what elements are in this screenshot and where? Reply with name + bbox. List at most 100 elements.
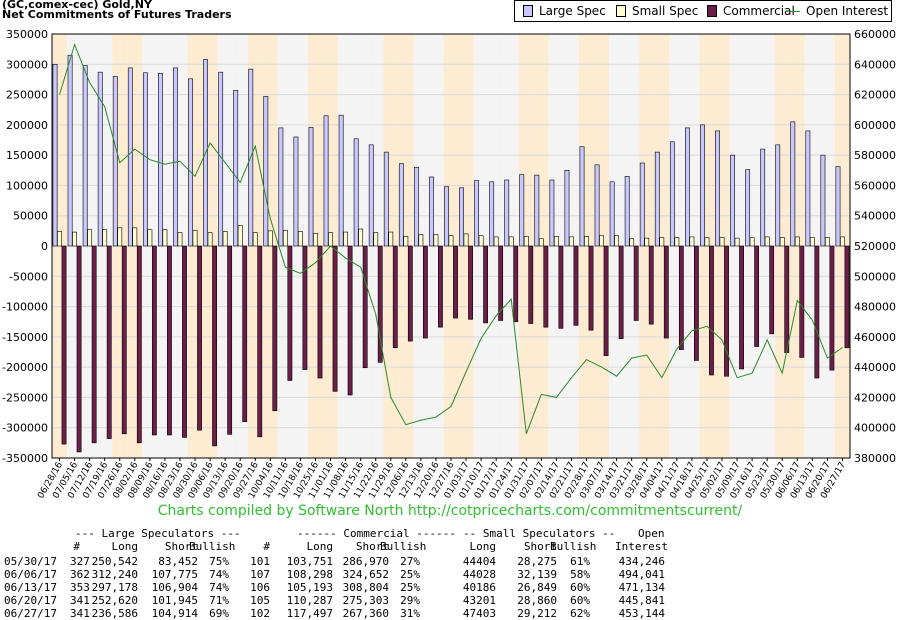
bar-small-spec xyxy=(162,229,168,247)
bar-large-spec xyxy=(278,127,284,247)
bar-large-spec xyxy=(383,151,389,247)
bar-small-spec xyxy=(749,237,755,247)
bar-large-spec xyxy=(700,124,705,247)
bar-commercial xyxy=(633,245,639,321)
bar-large-spec xyxy=(413,166,419,247)
bar-large-spec xyxy=(52,63,58,247)
y-tick-label: -300000 xyxy=(2,422,48,435)
bar-commercial xyxy=(302,245,308,370)
table-cell: 471,134 xyxy=(618,581,665,594)
table-cell: 61% xyxy=(570,555,590,568)
table-cell: 252,620 xyxy=(91,594,138,607)
bar-small-spec xyxy=(779,237,785,247)
y2-tick-label: 600000 xyxy=(854,119,896,132)
legend-item-open-interest: Open Interest xyxy=(790,4,888,18)
bar-commercial xyxy=(558,245,564,329)
table-cell: 267,360 xyxy=(342,607,389,620)
legend-item-small-spec: Small Spec xyxy=(616,4,698,18)
bar-large-spec xyxy=(685,127,690,247)
table-column-header: # xyxy=(263,540,270,553)
bar-small-spec xyxy=(373,232,379,247)
bar-commercial xyxy=(543,245,549,328)
legend-label-large-spec: Large Spec xyxy=(539,4,606,18)
legend-item-commercial: Commercial xyxy=(707,4,795,18)
bar-large-spec xyxy=(308,126,314,247)
table-cell: 44404 xyxy=(462,555,496,568)
table-cell: 445,841 xyxy=(618,594,665,607)
y2-tick-label: 440000 xyxy=(854,361,896,374)
bar-small-spec xyxy=(719,237,725,247)
bar-small-spec xyxy=(177,232,183,247)
bar-small-spec xyxy=(388,231,394,247)
bar-small-spec xyxy=(147,229,153,247)
bar-small-spec xyxy=(508,236,514,247)
bar-large-spec xyxy=(639,162,645,247)
bar-commercial xyxy=(663,245,669,339)
bar-commercial xyxy=(573,245,579,326)
y-tick-label: 350000 xyxy=(6,28,48,41)
y2-tick-label: 380000 xyxy=(854,452,896,465)
table-cell: 106 xyxy=(250,581,270,594)
bar-commercial xyxy=(136,245,142,444)
bar-commercial xyxy=(754,245,760,347)
bar-large-spec xyxy=(353,138,359,247)
bar-small-spec xyxy=(478,235,484,247)
y-tick-label: 100000 xyxy=(6,179,48,192)
table-cell: 06/06/17 xyxy=(4,568,57,581)
bar-commercial xyxy=(799,245,805,358)
table-cell: 324,652 xyxy=(342,568,389,581)
bar-large-spec xyxy=(398,163,404,247)
table-cell: 28,275 xyxy=(517,555,557,568)
table-cell: 236,586 xyxy=(91,607,138,620)
table-group-header-row: --- Large Speculators --- ------ Commerci… xyxy=(0,527,900,540)
bar-commercial xyxy=(91,245,97,444)
bar-commercial xyxy=(76,245,82,453)
bar-commercial xyxy=(407,245,413,342)
bar-small-spec xyxy=(584,236,589,247)
bar-large-spec xyxy=(489,181,495,247)
bar-large-spec xyxy=(173,67,178,247)
bar-commercial xyxy=(167,245,172,436)
bar-small-spec xyxy=(493,236,499,247)
table-group-header: --- Large Speculators --- xyxy=(75,527,241,540)
bar-large-spec xyxy=(564,169,570,247)
bar-commercial xyxy=(422,245,428,339)
bar-large-spec xyxy=(549,179,555,247)
table-cell: 105,193 xyxy=(286,581,333,594)
bar-commercial xyxy=(829,245,835,371)
table-cell: 102 xyxy=(250,607,270,620)
bar-commercial xyxy=(227,245,233,435)
table-cell: 434,246 xyxy=(618,555,665,568)
y-tick-label: 300000 xyxy=(6,58,48,71)
table-row: 06/13/17 353 297,178 106,904 74% 106 105,193 30… xyxy=(0,581,900,594)
table-row: 05/30/17 327 250,542 83,452 75% 101 103,751 286… xyxy=(0,555,900,568)
y2-tick-label: 460000 xyxy=(854,331,896,344)
table-cell: 117,497 xyxy=(286,607,333,620)
table-cell: 327 xyxy=(70,555,90,568)
bar-commercial xyxy=(588,245,594,331)
bar-small-spec xyxy=(87,229,93,247)
y2-tick-label: 520000 xyxy=(854,240,896,253)
bar-commercial xyxy=(618,245,624,339)
y2-tick-label: 480000 xyxy=(854,301,896,314)
table-column-header: Bullish xyxy=(380,540,427,553)
bar-large-spec xyxy=(97,71,103,247)
bar-large-spec xyxy=(669,141,675,247)
bar-small-spec xyxy=(538,238,544,247)
bar-small-spec xyxy=(313,232,318,247)
table-row: 06/27/17 341 236,586 104,914 69% 102 117,497 26… xyxy=(0,607,900,620)
bar-commercial xyxy=(121,245,127,435)
table-row: 06/20/17 341 252,620 101,945 71% 105 110,287 27… xyxy=(0,594,900,607)
open-interest-line xyxy=(59,43,843,434)
table-cell: 286,970 xyxy=(342,555,389,568)
bar-small-spec xyxy=(523,236,529,247)
bar-large-spec xyxy=(444,186,449,247)
bar-commercial xyxy=(106,245,112,439)
bar-small-spec xyxy=(704,237,710,247)
table-cell: 308,804 xyxy=(342,581,389,594)
table-cell: 104,914 xyxy=(151,607,198,620)
bar-large-spec xyxy=(654,151,660,247)
table-cell: 60% xyxy=(570,581,590,594)
bar-commercial xyxy=(197,245,202,431)
table-cell: 101,945 xyxy=(151,594,198,607)
